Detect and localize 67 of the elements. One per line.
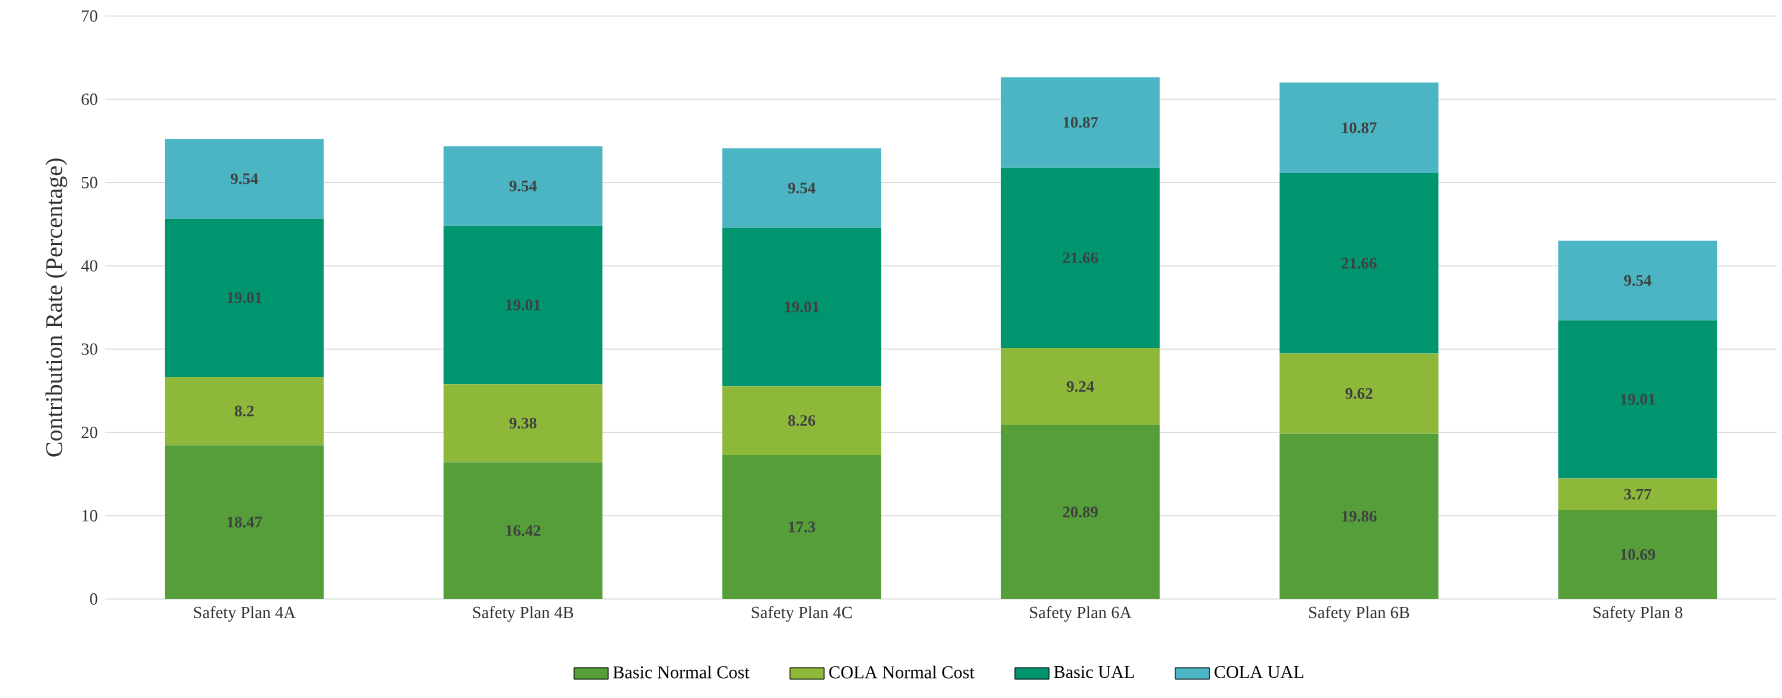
y-tick-label: 60 (81, 93, 98, 106)
data-label: 9.54 (230, 173, 259, 185)
bar (1558, 240, 1718, 321)
y-tick-label: 40 (81, 260, 98, 272)
data-label: 10.87 (1342, 122, 1377, 134)
bar (722, 454, 882, 599)
y-axis-title: Contribution Rate (Percentage) (45, 158, 68, 457)
legend-label: Basic Normal Cost (613, 665, 750, 679)
bar (1000, 167, 1160, 349)
data-label: 19.86 (1342, 510, 1377, 522)
bar (164, 139, 324, 219)
bar (1279, 353, 1439, 434)
data-label: 9.54 (509, 180, 537, 192)
data-label: 17.3 (788, 521, 816, 533)
data-label: 10.69 (1620, 549, 1656, 560)
data-label: 10.87 (1063, 116, 1098, 128)
bar (443, 384, 603, 463)
data-label: 21.66 (1341, 257, 1377, 269)
bar (1279, 173, 1439, 354)
legend-label: COLA Normal Cost (829, 665, 975, 679)
x-tick-label: Safety Plan 4A (194, 606, 296, 622)
bar (164, 445, 324, 599)
y-tick-label: 30 (81, 343, 98, 355)
bar (1558, 478, 1718, 510)
data-label: 16.42 (506, 525, 541, 537)
data-label: 19.01 (506, 299, 541, 311)
data-label: 20.89 (1063, 506, 1098, 518)
legend-label: Basic UAL (1053, 665, 1134, 679)
bar (1000, 348, 1160, 426)
bar (722, 227, 882, 387)
data-label: 21.66 (1063, 252, 1098, 264)
x-tick-label: Safety Plan 8 (1593, 606, 1683, 622)
data-label: 8.2 (234, 405, 254, 417)
bar (1558, 320, 1718, 479)
bar (722, 148, 882, 228)
y-tick-label: 10 (82, 509, 98, 522)
bar (1000, 425, 1160, 599)
x-tick-label: Safety Plan 4B (473, 606, 574, 622)
bar (164, 218, 324, 377)
x-tick-label: Safety Plan 6B (1309, 606, 1410, 622)
bar (722, 386, 882, 455)
x-tick-label: Safety Plan 6A (1030, 606, 1132, 622)
y-tick-label: 0 (90, 593, 98, 605)
y-tick-label: 70 (82, 10, 98, 22)
data-label: 18.47 (227, 516, 262, 528)
x-tick-label: Safety Plan 4C (751, 606, 852, 622)
y-tick-label: 20 (81, 426, 98, 439)
data-label: 8.26 (788, 415, 816, 426)
data-label: 19.01 (784, 301, 819, 313)
bar (164, 376, 324, 446)
bar (443, 146, 603, 226)
bar (1279, 433, 1439, 599)
data-label: 19.01 (227, 292, 262, 304)
data-label: 3.77 (1624, 488, 1652, 500)
legend-label: COLA UAL (1214, 665, 1304, 679)
bar (443, 225, 603, 385)
data-label: 9.38 (509, 417, 537, 429)
bar (1279, 82, 1439, 174)
bar (1000, 77, 1160, 168)
bar (1558, 509, 1718, 599)
bar (443, 462, 603, 599)
data-label: 9.54 (1624, 275, 1652, 286)
data-label: 9.54 (788, 182, 816, 194)
data-label: 9.24 (1066, 381, 1095, 392)
y-tick-label: 50 (81, 176, 98, 189)
data-label: 9.62 (1345, 388, 1373, 399)
data-label: 19.01 (1620, 393, 1655, 405)
